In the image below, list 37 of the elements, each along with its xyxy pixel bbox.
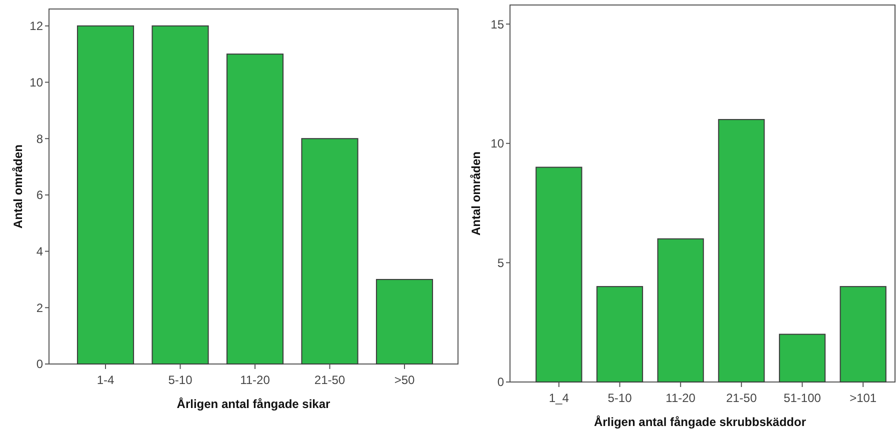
bar [301, 138, 358, 364]
bar [596, 286, 644, 382]
x-tick-label: >101 [850, 391, 877, 405]
x-tick-label: 5-10 [608, 391, 632, 405]
x-tick-label: 21-50 [726, 391, 758, 405]
bar [718, 119, 765, 382]
bar [778, 334, 826, 382]
y-tick-label: 6 [36, 188, 44, 202]
x-tick-label: 1_4 [548, 391, 570, 405]
y-tick-label: 2 [36, 300, 44, 315]
x-tick-label: 5-10 [168, 373, 193, 387]
x-tick-label: 21-50 [314, 373, 346, 387]
y-tick-label: 4 [36, 244, 44, 258]
y-axis-title: Antal områden [11, 144, 25, 229]
bar [536, 166, 582, 382]
y-tick-label: 10 [490, 136, 504, 151]
x-tick-label: 11-20 [240, 373, 270, 387]
y-tick-label: 10 [30, 75, 44, 90]
x-tick-label: >50 [394, 373, 415, 387]
y-tick-label: 12 [30, 19, 44, 34]
y-tick-label: 5 [497, 256, 504, 270]
y-axis-title: Antal områden [469, 151, 483, 236]
y-tick-label: 8 [36, 132, 44, 146]
y-tick-label: 0 [36, 357, 44, 372]
bar [226, 54, 284, 364]
x-tick-label: 11-20 [666, 391, 696, 405]
x-tick-label: 51-100 [784, 391, 822, 405]
x-axis-title: Årligen antal fångade skrubbskäddor [594, 415, 806, 429]
y-tick-label: 0 [497, 375, 504, 390]
bar [376, 278, 434, 364]
bar [76, 25, 134, 364]
x-tick-label: 1-4 [96, 373, 115, 387]
x-axis-title: Årligen antal fångade sikar [176, 397, 331, 411]
y-tick-label: 15 [490, 17, 504, 32]
bar [657, 238, 704, 382]
bar [840, 286, 886, 382]
bar [152, 25, 209, 364]
